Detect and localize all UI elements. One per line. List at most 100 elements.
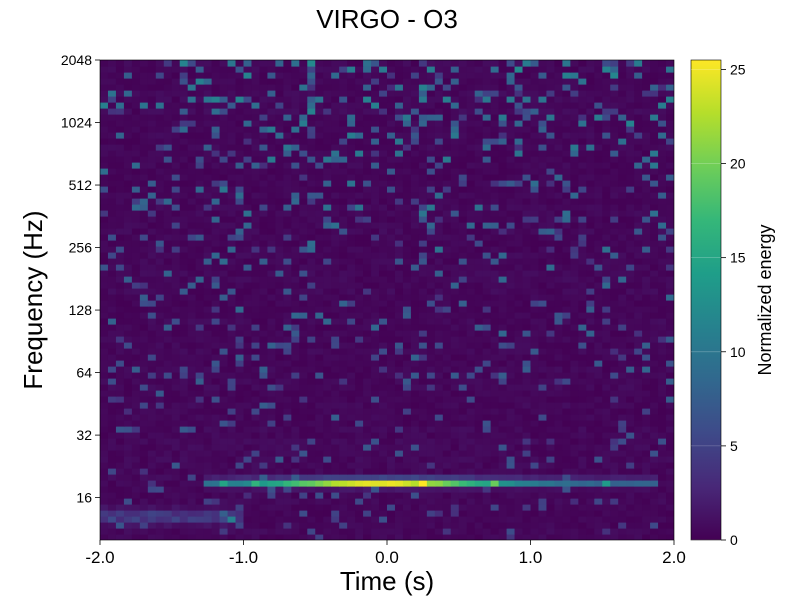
spectrogram-cell (155, 354, 165, 361)
spectrogram-cell (618, 534, 627, 540)
spectrogram-cell (626, 198, 635, 205)
spectrogram-cell (339, 264, 348, 271)
spectrogram-cell (339, 498, 348, 505)
spectrogram-cell (171, 306, 181, 313)
spectrogram-cell (227, 480, 237, 487)
spectrogram-cell (179, 186, 189, 193)
spectrogram-cell (602, 258, 611, 265)
spectrogram-cell (426, 348, 436, 355)
spectrogram-cell (123, 408, 133, 415)
spectrogram-cell (219, 246, 229, 253)
spectrogram-cell (490, 456, 500, 463)
spectrogram-cell (466, 504, 476, 511)
spectrogram-cell (578, 156, 587, 163)
spectrogram-cell (299, 420, 308, 427)
spectrogram-cell (514, 366, 524, 373)
spectrogram-cell (410, 390, 420, 397)
spectrogram-cell (642, 168, 651, 175)
spectrogram-cell (578, 174, 587, 181)
spectrogram-cell (251, 432, 261, 439)
spectrogram-cell (283, 378, 292, 385)
spectrogram-cell (307, 252, 316, 259)
spectrogram-cell (155, 240, 165, 247)
spectrogram-cell (418, 408, 428, 415)
spectrogram-cell (227, 300, 237, 307)
spectrogram-cell (458, 420, 468, 427)
spectrogram-cell (283, 222, 292, 229)
spectrogram-cell (482, 324, 492, 331)
spectrogram-cell (570, 474, 579, 481)
spectrogram-cell (155, 408, 165, 415)
spectrogram-cell (474, 138, 484, 145)
spectrogram-cell (602, 180, 611, 187)
spectrogram-cell (115, 522, 125, 529)
spectrogram-cell (179, 318, 189, 325)
spectrogram-cell (466, 360, 476, 367)
spectrogram-cell (187, 474, 197, 481)
spectrogram-cell (530, 420, 540, 427)
spectrogram-cell (410, 510, 420, 517)
spectrogram-cell (243, 228, 253, 235)
spectrogram-cell (538, 390, 548, 397)
spectrogram-cell (243, 132, 253, 139)
spectrogram-cell (267, 240, 276, 247)
spectrogram-cell (283, 360, 292, 367)
spectrogram-cell (187, 336, 197, 343)
spectrogram-cell (522, 234, 532, 241)
spectrogram-cell (562, 198, 571, 205)
spectrogram-cell (131, 312, 141, 319)
spectrogram-cell (626, 234, 635, 241)
spectrogram-cell (363, 528, 372, 535)
spectrogram-cell (355, 348, 364, 355)
spectrogram-cell (115, 378, 125, 385)
spectrogram-cell (339, 306, 348, 313)
spectrogram-cell (426, 444, 436, 451)
spectrogram-cell (458, 408, 468, 415)
spectrogram-cell (227, 168, 237, 175)
spectrogram-cell (115, 156, 125, 163)
spectrogram-cell (482, 210, 492, 217)
spectrogram-cell (131, 186, 141, 193)
spectrogram-cell (355, 420, 364, 427)
spectrogram-cell (562, 504, 571, 511)
spectrogram-cell (434, 258, 444, 265)
spectrogram-cell (139, 132, 149, 139)
spectrogram-cell (434, 372, 444, 379)
spectrogram-cell (450, 528, 460, 535)
spectrogram-cell (626, 162, 635, 169)
spectrogram-cell (562, 306, 571, 313)
spectrogram-cell (155, 288, 165, 295)
spectrogram-cell (418, 462, 428, 469)
spectrogram-cell (554, 498, 563, 505)
spectrogram-cell (379, 336, 388, 343)
spectrogram-cell (450, 396, 460, 403)
spectrogram-cell (602, 468, 611, 475)
spectrogram-cell (139, 162, 149, 169)
spectrogram-cell (410, 420, 420, 427)
spectrogram-cell (434, 402, 444, 409)
spectrogram-cell (203, 156, 213, 163)
spectrogram-cell (187, 234, 197, 241)
spectrogram-cell (594, 222, 603, 229)
spectrogram-cell (259, 318, 269, 325)
spectrogram-cell (355, 492, 364, 499)
spectrogram-cell (131, 462, 141, 469)
spectrogram-cell (379, 246, 388, 253)
spectrogram-cell (442, 456, 452, 463)
spectrogram-cell (171, 486, 181, 493)
spectrogram-cell (610, 276, 619, 283)
spectrogram-cell (498, 168, 508, 175)
spectrogram-cell (634, 420, 643, 427)
spectrogram-cell (402, 486, 412, 493)
spectrogram-cell (666, 354, 674, 361)
spectrogram-cell (546, 384, 556, 391)
spectrogram-cell (426, 486, 436, 493)
spectrogram-cell (307, 462, 316, 469)
spectrogram-cell (586, 270, 595, 277)
spectrogram-cell (546, 132, 556, 139)
spectrogram-cell (107, 120, 117, 127)
spectrogram-cell (307, 456, 316, 463)
spectrogram-cell (498, 126, 508, 133)
spectrogram-cell (291, 420, 300, 427)
spectrogram-cell (666, 486, 674, 493)
